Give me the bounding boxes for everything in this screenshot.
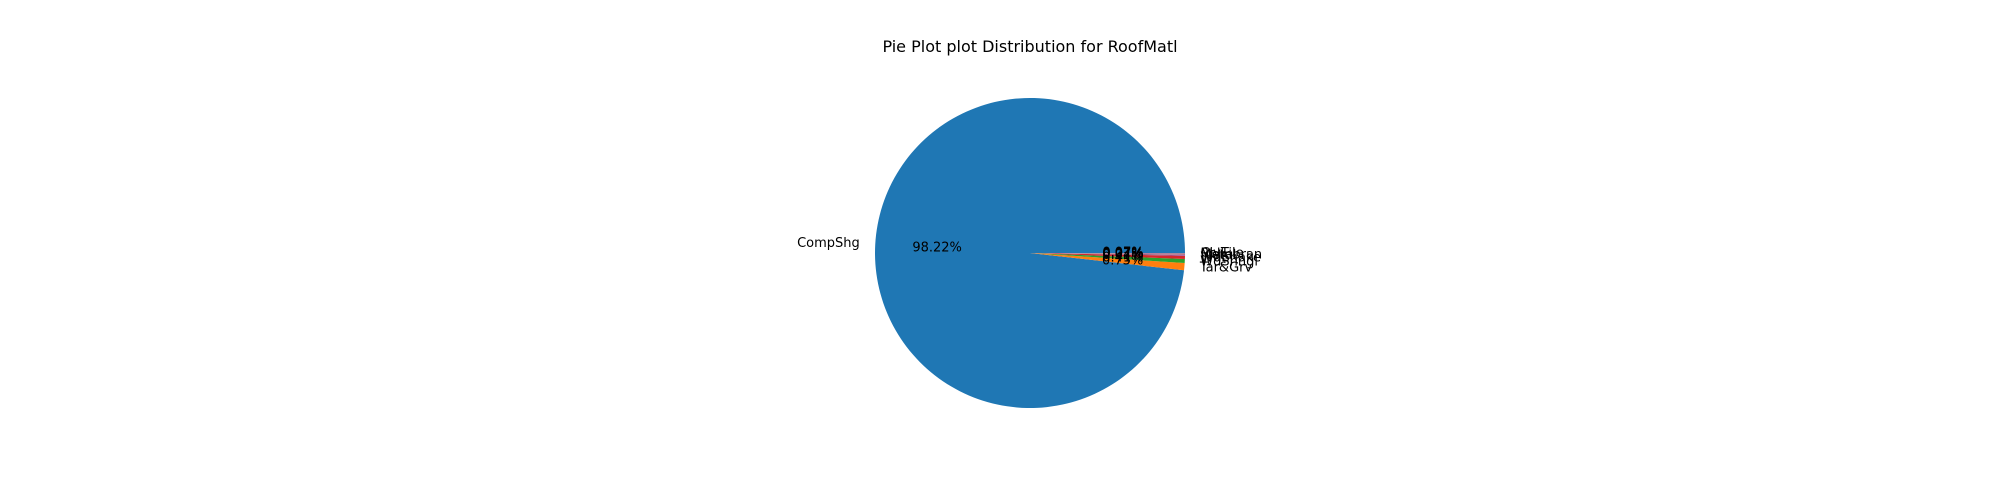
slice-label-compshg: CompShg (797, 236, 860, 251)
slice-percent-tar-grv: 0.75% (1102, 254, 1143, 269)
slice-label-metal: Metal (1200, 248, 1236, 263)
pie-labels: CompShg 98.22% Tar&Grv 0.75% WdShngl 0.41% WdS… (797, 236, 1262, 276)
chart-title: Pie Plot plot Distribution for RoofMatl (882, 37, 1177, 56)
pie-slice-membran (1030, 253, 1185, 256)
slice-label-wdshngl: WdShngl (1200, 254, 1258, 269)
slice-percent-compshg: 98.22% (912, 240, 962, 255)
slice-percent-wdshake: 0.34% (1102, 248, 1143, 263)
pie-slice-wdshake (1030, 253, 1185, 260)
pie-slice-metal (1030, 253, 1185, 256)
slice-percent-roll: 0.07% (1102, 246, 1143, 261)
slice-label-clytile: ClyTile (1200, 246, 1243, 261)
pie-slices (875, 98, 1185, 409)
slice-percent-membran: 0.07% (1102, 247, 1143, 262)
slice-label-tar-grv: Tar&Grv (1199, 261, 1253, 276)
slice-label-roll: Roll (1200, 247, 1224, 262)
slice-percent-clytile: 0.07% (1102, 246, 1143, 261)
pie-slice-roll (1030, 253, 1185, 255)
slice-percent-wdshngl: 0.41% (1102, 250, 1143, 265)
slice-label-membran: Membran (1200, 247, 1262, 262)
slice-percent-metal: 0.07% (1102, 247, 1143, 262)
slice-label-wdshake: WdShake (1200, 250, 1261, 265)
pie-slice-wdshngl (1030, 253, 1185, 264)
pie-slice-tar-grv (1030, 253, 1185, 271)
pie-slice-clytile (1030, 253, 1185, 254)
pie-slice-compshg (875, 98, 1185, 409)
